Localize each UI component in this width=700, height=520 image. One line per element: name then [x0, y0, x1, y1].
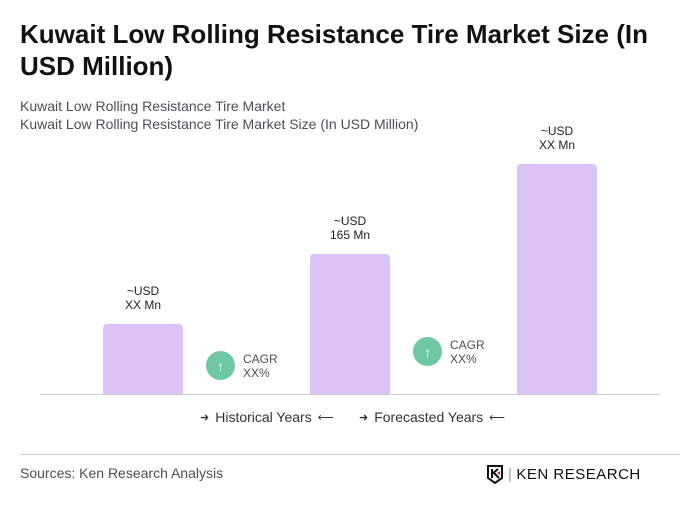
footer-divider	[20, 454, 680, 455]
cagr-value: XX%	[450, 351, 477, 366]
arrow-right-icon: ➜	[359, 411, 369, 424]
data-label-line: ~USD	[126, 284, 160, 298]
arrow-left-icon: ⟵	[317, 411, 334, 424]
page-title: Kuwait Low Rolling Resistance Tire Marke…	[20, 19, 648, 81]
arrow-right-icon: ➜	[200, 411, 210, 424]
data-label: ~USD XX Mn	[83, 284, 203, 312]
data-label-line: XX Mn	[538, 138, 575, 153]
bar	[310, 254, 390, 394]
logo-text: KEN RESEARCH	[516, 465, 641, 483]
cagr-badge: ↑ CAGR XX%	[413, 337, 485, 366]
legend-forecasted: ➜ Forecasted Years ⟵	[359, 409, 505, 425]
data-label-line: ~USD	[333, 214, 367, 228]
subtitle: Kuwait Low Rolling Resistance Tire Marke…	[20, 98, 286, 114]
legend-historical: ➜ Historical Years ⟵	[200, 409, 334, 425]
arrow-up-icon: ↑	[413, 337, 442, 366]
arrow-up-icon: ↑	[206, 351, 235, 380]
cagr-label: CAGR	[450, 337, 485, 352]
subtitle-secondary: Kuwait Low Rolling Resistance Tire Marke…	[20, 116, 419, 132]
source-text: Sources: Ken Research Analysis	[20, 465, 224, 481]
legend-label: Historical Years	[215, 409, 312, 425]
bar	[517, 164, 597, 394]
data-label: ~USD 165 Mn	[290, 214, 410, 242]
cagr-value: XX%	[243, 365, 270, 380]
bar	[103, 324, 183, 394]
data-label: ~USD XX Mn	[497, 124, 617, 152]
x-axis	[40, 394, 660, 395]
legend-label: Forecasted Years	[374, 409, 484, 425]
cagr-badge: ↑ CAGR XX%	[206, 351, 278, 380]
data-label-line: ~USD	[540, 124, 574, 139]
cagr-label: CAGR	[243, 351, 278, 366]
ken-research-logo: | KEN RESEARCH	[486, 464, 641, 484]
logo-icon	[487, 465, 503, 484]
data-label-line: 165 Mn	[329, 228, 371, 242]
arrow-left-icon: ⟵	[489, 411, 505, 424]
data-label-line: XX Mn	[124, 298, 161, 312]
